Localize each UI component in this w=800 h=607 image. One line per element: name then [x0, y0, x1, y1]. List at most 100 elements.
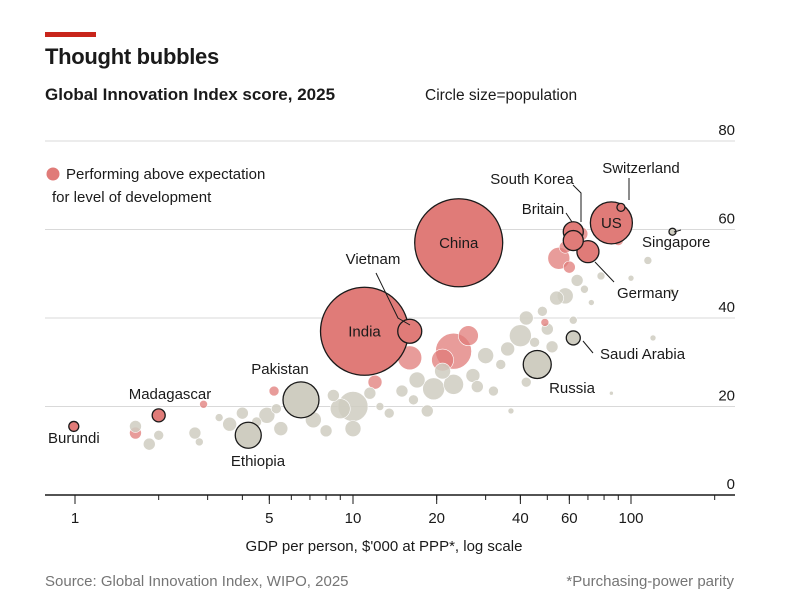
accent-bar	[45, 32, 96, 37]
data-point	[540, 318, 550, 327]
data-point	[668, 288, 675, 295]
data-point	[367, 374, 383, 390]
label-saudi-arabia: Saudi Arabia	[600, 346, 686, 363]
data-point	[458, 325, 479, 347]
x-tick-label: 40	[512, 510, 529, 527]
data-point-saudi-arabia	[565, 330, 581, 346]
legend-label-line2: for level of development	[52, 189, 212, 206]
data-point-china	[414, 198, 504, 288]
data-point	[596, 271, 606, 281]
data-point	[375, 402, 385, 411]
chart-title: Thought bubbles	[45, 44, 219, 69]
leader-line	[572, 184, 582, 222]
label-us: US	[601, 215, 622, 232]
data-point-vietnam	[397, 318, 423, 344]
data-point	[537, 306, 548, 317]
label-singapore: Singapore	[642, 234, 710, 251]
x-tick-label: 10	[345, 510, 362, 527]
data-point	[214, 413, 224, 422]
data-point	[518, 310, 534, 326]
data-point	[609, 390, 614, 396]
data-point	[195, 437, 204, 447]
data-point	[627, 274, 635, 282]
label-ethiopia: Ethiopia	[231, 453, 286, 470]
x-axis: 1 5 10 20 40 60 100	[45, 494, 735, 527]
leader-lines	[375, 178, 682, 354]
data-point	[383, 407, 395, 419]
y-tick-label: 40	[718, 299, 735, 316]
unlabeled-bubbles	[129, 218, 675, 451]
source-note: Source: Global Innovation Index, WIPO, 2…	[45, 573, 349, 590]
data-point-britain	[562, 229, 584, 252]
data-point	[236, 406, 249, 420]
data-point-burundi	[68, 420, 80, 433]
legend: Performing above expectation for level o…	[46, 166, 265, 206]
data-point	[509, 324, 532, 348]
data-point	[258, 407, 276, 424]
data-point	[477, 347, 494, 364]
legend-marker	[46, 167, 60, 181]
x-tick-label: 60	[561, 510, 578, 527]
x-axis-title: GDP per person, $'000 at PPP*, log scale	[246, 538, 523, 555]
leader-line	[375, 272, 411, 326]
data-point-pakistan	[282, 381, 320, 419]
x-tick-label: 1	[71, 510, 79, 527]
data-point	[222, 416, 237, 432]
y-tick-label: 80	[718, 122, 735, 139]
data-point	[188, 426, 202, 440]
data-point-switzerland	[616, 202, 626, 213]
leader-line	[582, 340, 594, 354]
y-tick-label: 0	[727, 476, 735, 493]
labeled-bubbles	[68, 198, 677, 449]
data-point	[153, 429, 164, 441]
label-madagascar: Madagascar	[129, 386, 212, 403]
y-tick-label: 60	[718, 211, 735, 228]
data-point	[570, 274, 584, 287]
size-note: Circle size=population	[425, 87, 578, 104]
x-tick-label: 20	[428, 510, 445, 527]
data-point	[344, 420, 362, 437]
data-point	[329, 398, 351, 420]
data-point	[420, 404, 434, 418]
data-point	[142, 437, 156, 451]
data-point	[363, 386, 377, 400]
data-point	[273, 421, 289, 436]
data-point	[507, 407, 515, 415]
data-point	[443, 374, 464, 395]
data-point-russia	[522, 349, 552, 380]
data-point	[422, 377, 445, 401]
data-point	[327, 389, 340, 402]
x-tick-label: 5	[265, 510, 273, 527]
data-point	[319, 424, 333, 438]
x-tick-label: 100	[618, 510, 643, 527]
leader-line	[673, 229, 682, 233]
label-south-korea: South Korea	[490, 171, 574, 188]
data-point	[588, 299, 595, 306]
label-vietnam: Vietnam	[346, 251, 401, 268]
data-point	[434, 362, 451, 380]
data-point	[395, 384, 409, 398]
data-point	[488, 385, 499, 397]
data-point	[643, 256, 653, 265]
data-point-ethiopia	[234, 421, 262, 449]
label-germany: Germany	[617, 285, 679, 302]
chart-subtitle: Global Innovation Index score, 2025	[45, 85, 336, 104]
data-point	[199, 399, 208, 409]
data-point-germany	[576, 239, 600, 264]
point-labels: Burundi Madagascar Ethiopia Pakistan India Vi…	[48, 160, 710, 470]
data-point	[408, 371, 426, 389]
data-point	[520, 376, 532, 388]
leader-line	[565, 212, 573, 223]
data-point	[408, 394, 419, 406]
data-point	[268, 385, 280, 397]
data-point	[495, 359, 507, 370]
data-point	[500, 341, 515, 357]
label-pakistan: Pakistan	[251, 361, 309, 378]
footnote: *Purchasing-power parity	[566, 573, 734, 590]
y-tick-label: 20	[718, 388, 735, 405]
data-point-us	[589, 201, 634, 245]
data-point	[580, 284, 589, 294]
label-burundi: Burundi	[48, 430, 100, 447]
label-britain: Britain	[522, 201, 565, 218]
data-point	[563, 260, 576, 274]
